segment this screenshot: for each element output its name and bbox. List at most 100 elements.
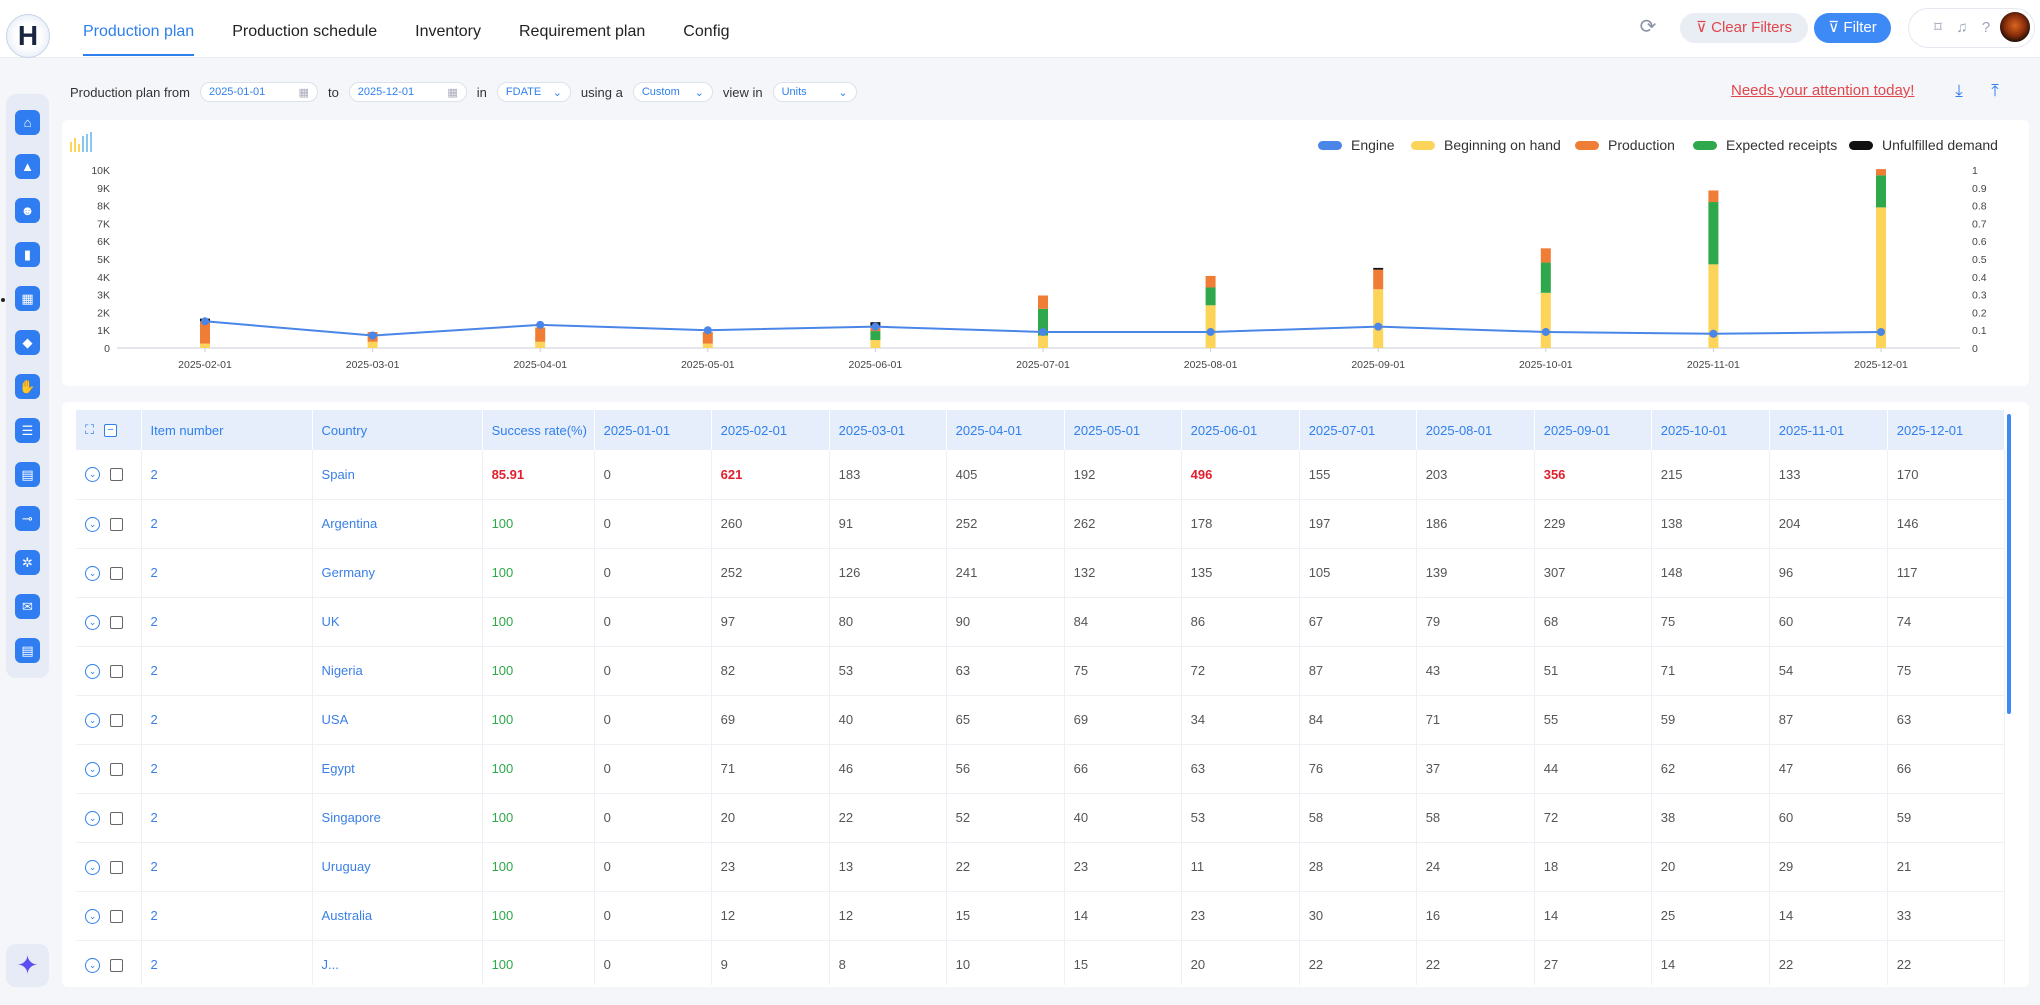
upload-icon[interactable]: ⤒ bbox=[1991, 81, 1999, 100]
value-cell: 18 bbox=[1534, 842, 1652, 892]
view-select[interactable]: Units ⌄ bbox=[772, 82, 857, 102]
to-date-input[interactable]: 2025-12-01 ▦ bbox=[348, 82, 467, 102]
bookmark-icon[interactable]: ⌑ bbox=[1934, 19, 1942, 36]
home-icon[interactable]: ⌂ bbox=[15, 110, 40, 135]
success-rate-cell: 100 bbox=[482, 842, 595, 892]
row-checkbox[interactable] bbox=[110, 909, 123, 923]
mail-icon[interactable]: ✉ bbox=[15, 594, 40, 619]
hand-icon[interactable]: ✋ bbox=[15, 374, 40, 399]
settings-icon[interactable]: ✲ bbox=[15, 550, 40, 575]
table-row[interactable]: ⌄ 2 Germany 100 0 252 126 241 132 135 105 139 307 148… bbox=[76, 548, 2005, 598]
row-checkbox[interactable] bbox=[110, 762, 123, 776]
value-cell: 178 bbox=[1181, 499, 1300, 549]
tag-icon[interactable]: ◆ bbox=[15, 330, 40, 355]
tab-config[interactable]: Config bbox=[683, 23, 730, 40]
expand-row-icon[interactable]: ⌄ bbox=[85, 516, 100, 532]
expand-row-icon[interactable]: ⌄ bbox=[85, 761, 100, 777]
expand-row-icon[interactable]: ⌄ bbox=[85, 712, 100, 728]
message-icon[interactable]: ▤ bbox=[15, 462, 40, 487]
column-header[interactable]: Country bbox=[312, 410, 483, 450]
in-select[interactable]: FDATE ⌄ bbox=[496, 82, 571, 102]
x-axis-tick-label: 2025-06-01 bbox=[849, 359, 903, 371]
row-checkbox[interactable] bbox=[110, 958, 123, 972]
column-header[interactable]: 2025-06-01 bbox=[1181, 410, 1300, 450]
value-cell: 30 bbox=[1299, 891, 1417, 941]
column-header[interactable]: 2025-04-01 bbox=[946, 410, 1065, 450]
expand-row-icon[interactable]: ⌄ bbox=[85, 859, 100, 875]
bell-icon[interactable]: ♫ bbox=[1956, 19, 1968, 36]
refresh-icon[interactable]: ⟳ bbox=[1639, 16, 1657, 38]
form-icon[interactable]: ☰ bbox=[15, 418, 40, 443]
row-checkbox[interactable] bbox=[110, 713, 123, 727]
item-number-cell: 2 bbox=[141, 646, 313, 696]
column-header[interactable]: 2025-03-01 bbox=[829, 410, 947, 450]
column-header[interactable]: Success rate(%) bbox=[482, 410, 595, 450]
from-date-input[interactable]: 2025-01-01 ▦ bbox=[199, 82, 318, 102]
table-card: ⛶ − Item number Country Success rate(%) 2025-… bbox=[62, 402, 2029, 987]
row-checkbox[interactable] bbox=[110, 615, 123, 629]
avatar[interactable] bbox=[1998, 10, 2032, 44]
help-icon[interactable]: ? bbox=[1981, 19, 1991, 36]
column-header[interactable]: Item number bbox=[141, 410, 313, 450]
ai-sparkle-icon[interactable]: ✦ bbox=[6, 944, 49, 987]
column-header[interactable]: 2025-12-01 bbox=[1887, 410, 2005, 450]
alert-icon[interactable]: ▲ bbox=[15, 154, 40, 179]
table-row[interactable]: ⌄ 2 Nigeria 100 0 82 53 63 75 72 87 43 51 71 54 75 bbox=[76, 646, 2005, 696]
using-select[interactable]: Custom ⌄ bbox=[632, 82, 713, 102]
value-cell: 20 bbox=[1651, 842, 1770, 892]
table-row[interactable]: ⌄ 2 Argentina 100 0 260 91 252 262 178 197 186 229 13… bbox=[76, 499, 2005, 549]
row-checkbox[interactable] bbox=[110, 468, 123, 482]
column-header[interactable]: 2025-08-01 bbox=[1416, 410, 1535, 450]
stack-icon[interactable]: ▤ bbox=[15, 638, 40, 663]
main-tabs: Production plan Production schedule Invent… bbox=[70, 0, 755, 58]
table-row[interactable]: ⌄ 2 Singapore 100 0 20 22 52 40 53 58 58 72 38 60 59 bbox=[76, 793, 2005, 843]
expand-all-icon[interactable]: ⛶ bbox=[85, 422, 95, 437]
table-row[interactable]: ⌄ 2 Uruguay 100 0 23 13 22 23 11 28 24 18 20 29 21 bbox=[76, 842, 2005, 892]
table-row[interactable]: ⌄ 2 Australia 100 0 12 12 15 14 23 30 16 14 25 14 33 bbox=[76, 891, 2005, 941]
expand-row-icon[interactable]: ⌄ bbox=[85, 663, 100, 679]
filter-button[interactable]: ⊽ Filter bbox=[1814, 13, 1891, 43]
tab-production-schedule[interactable]: Production schedule bbox=[232, 23, 378, 40]
attention-link[interactable]: Needs your attention today! bbox=[1731, 82, 1915, 99]
download-icon[interactable]: ⤓ bbox=[1955, 81, 1963, 100]
row-checkbox[interactable] bbox=[110, 664, 123, 678]
tab-production-plan[interactable]: Production plan bbox=[70, 0, 207, 58]
table-scrollbar[interactable] bbox=[2007, 414, 2011, 714]
column-header[interactable]: 2025-07-01 bbox=[1299, 410, 1417, 450]
row-checkbox[interactable] bbox=[110, 811, 123, 825]
bar-beginning-on-hand bbox=[535, 341, 546, 348]
expand-row-icon[interactable]: ⌄ bbox=[85, 810, 100, 826]
tab-requirement-plan[interactable]: Requirement plan bbox=[518, 23, 646, 40]
select-all-checkbox[interactable]: − bbox=[104, 424, 118, 438]
tab-inventory[interactable]: Inventory bbox=[415, 23, 481, 40]
column-header[interactable]: 2025-02-01 bbox=[711, 410, 830, 450]
table-row[interactable]: ⌄ 2 Egypt 100 0 71 46 56 66 63 76 37 44 62 47 66 bbox=[76, 744, 2005, 794]
table-row[interactable]: ⌄ 2 UK 100 0 97 80 90 84 86 67 79 68 75 60 74 bbox=[76, 597, 2005, 647]
column-header[interactable]: 2025-09-01 bbox=[1534, 410, 1652, 450]
factory-icon[interactable]: ▦ bbox=[15, 286, 40, 311]
expand-row-icon[interactable]: ⌄ bbox=[85, 908, 100, 924]
clear-filters-button[interactable]: ⊽ Clear Filters bbox=[1680, 13, 1808, 43]
bar-production bbox=[1373, 269, 1384, 290]
table-row[interactable]: ⌄ 2 Spain 85.91 0 621 183 405 192 496 155 203 356 215… bbox=[76, 450, 2005, 500]
expand-row-icon[interactable]: ⌄ bbox=[85, 565, 100, 581]
row-checkbox[interactable] bbox=[110, 860, 123, 874]
hierarchy-icon[interactable]: ⊸ bbox=[15, 506, 40, 531]
value-cell: 133 bbox=[1769, 450, 1888, 500]
row-checkbox[interactable] bbox=[110, 517, 123, 531]
column-header[interactable]: 2025-01-01 bbox=[594, 410, 712, 450]
user-icon[interactable]: ☻ bbox=[15, 198, 40, 223]
expand-row-icon[interactable]: ⌄ bbox=[85, 467, 100, 483]
column-header[interactable]: 2025-05-01 bbox=[1064, 410, 1182, 450]
app-logo[interactable]: H bbox=[6, 14, 50, 58]
column-header[interactable]: 2025-11-01 bbox=[1769, 410, 1888, 450]
expand-row-icon[interactable]: ⌄ bbox=[85, 957, 100, 973]
row-checkbox[interactable] bbox=[110, 566, 123, 580]
expand-row-icon[interactable]: ⌄ bbox=[85, 614, 100, 630]
table-row[interactable]: ⌄ 2 USA 100 0 69 40 65 69 34 84 71 55 59 87 63 bbox=[76, 695, 2005, 745]
value-cell: 74 bbox=[1887, 597, 2005, 647]
engine-point bbox=[1206, 327, 1215, 336]
bar-chart-icon[interactable]: ▮ bbox=[15, 242, 40, 267]
column-header[interactable]: 2025-10-01 bbox=[1651, 410, 1770, 450]
table-row[interactable]: ⌄ 2 J... 100 0 9 8 10 15 20 22 22 27 14 22 22 bbox=[76, 940, 2005, 985]
